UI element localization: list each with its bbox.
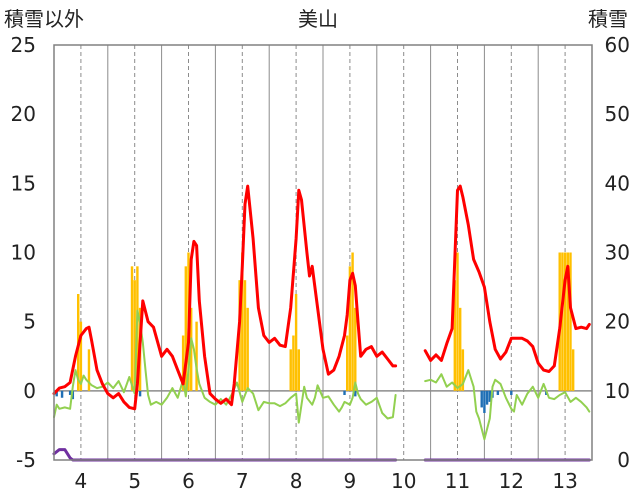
precipitation-bar (79, 321, 83, 391)
right-axis-label: 積雪 (588, 7, 628, 31)
sunshine-bar (138, 390, 142, 397)
left-tick-label: 20 (11, 102, 36, 126)
precipitation-bar (461, 349, 465, 391)
sunshine-bar (480, 390, 483, 408)
left-tick-label: 10 (11, 241, 36, 265)
x-tick-label: 5 (128, 469, 141, 493)
x-tick-label: 7 (236, 469, 249, 493)
precipitation-bar (348, 266, 352, 391)
left-tick-label: 5 (23, 310, 36, 334)
precipitation-bar (243, 280, 247, 391)
sunshine-bar (71, 390, 75, 400)
plot-area-border (53, 44, 593, 461)
precipitation-bar (184, 266, 188, 391)
precipitation-bar (456, 252, 459, 391)
right-tick-label: 60 (605, 33, 630, 57)
right-tick-label: 10 (605, 379, 630, 403)
sunshine-bar (60, 390, 64, 398)
precipitation-bar (130, 266, 134, 391)
sunshine-bar (68, 390, 72, 395)
precipitation-bar (294, 294, 298, 391)
precipitation-bar (246, 307, 249, 391)
precipitation-bar (569, 252, 572, 391)
precipitation-bar (292, 335, 295, 391)
precipitation-bar (453, 280, 457, 391)
left-tick-label: 0 (23, 379, 36, 403)
right-tick-label: 0 (617, 448, 630, 472)
x-tick-label: 10 (391, 469, 416, 493)
sunshine-bar (55, 390, 58, 397)
sunshine-bar (354, 390, 357, 397)
tick-labels: -5 0 5 10 15 20 25 0 10 20 30 40 50 60 4 5 6 7 8 9 10 11 12 13 (11, 33, 630, 493)
left-tick-label: -5 (16, 448, 36, 472)
left-tick-label: 25 (11, 33, 36, 57)
precipitation-bar (289, 349, 292, 391)
x-tick-label: 11 (445, 469, 470, 493)
temperature-line (52, 184, 398, 411)
sunshine-bar (496, 390, 500, 395)
left-axis-label: 積雪以外 (4, 7, 84, 31)
x-tick-label: 9 (344, 469, 357, 493)
temperature-line (423, 184, 591, 373)
precipitation-bar (458, 307, 462, 391)
precipitation-bar (195, 321, 198, 391)
chart-title: 美山 (298, 7, 338, 31)
precipitation-bar (566, 252, 570, 391)
wind-line (424, 369, 591, 441)
x-tick-label: 13 (552, 469, 577, 493)
precipitation-bar (241, 252, 244, 391)
x-tick-label: 12 (499, 469, 524, 493)
x-tick-label: 8 (290, 469, 303, 493)
precipitation-bar (561, 252, 564, 391)
right-tick-label: 50 (605, 102, 630, 126)
right-tick-label: 40 (605, 171, 630, 195)
precipitation-bar (87, 349, 91, 391)
left-tick-label: 15 (11, 171, 36, 195)
precipitation-bar (571, 349, 575, 391)
right-tick-label: 30 (605, 241, 630, 265)
sunshine-bar (343, 390, 346, 395)
sunshine-bar (488, 390, 491, 402)
precipitation-bar (351, 252, 354, 391)
precipitation-bar (133, 280, 136, 391)
precipitation-bar (297, 349, 301, 391)
precipitation-bar (563, 252, 567, 391)
sunshine-bar (485, 390, 489, 405)
precipitation-bar (345, 335, 349, 391)
x-tick-label: 4 (75, 469, 88, 493)
precipitation-bar (354, 307, 357, 391)
sunshine-bar (510, 390, 513, 395)
x-tick-label: 6 (182, 469, 195, 493)
precipitation-bar (181, 335, 185, 391)
sunshine-bar (483, 390, 486, 413)
right-tick-label: 20 (605, 310, 630, 334)
